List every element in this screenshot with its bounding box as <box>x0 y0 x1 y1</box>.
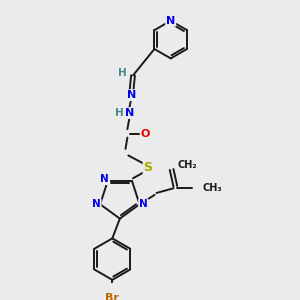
Text: Br: Br <box>105 293 119 300</box>
Text: S: S <box>144 161 153 174</box>
Text: CH₃: CH₃ <box>203 183 222 193</box>
Text: CH₂: CH₂ <box>177 160 197 170</box>
Text: N: N <box>124 108 134 118</box>
Text: N: N <box>100 174 109 184</box>
Text: N: N <box>127 90 136 100</box>
Text: H: H <box>115 108 123 118</box>
Text: N: N <box>92 199 101 209</box>
Text: H: H <box>118 68 127 78</box>
Text: N: N <box>166 16 176 26</box>
Text: N: N <box>139 199 148 209</box>
Text: O: O <box>141 129 150 139</box>
